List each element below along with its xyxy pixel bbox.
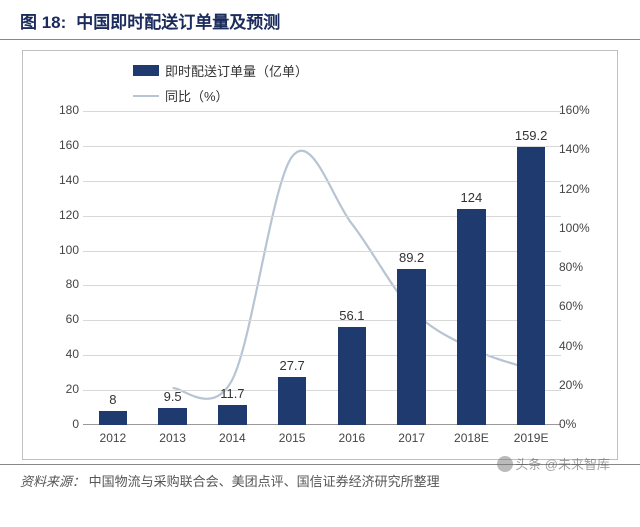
watermark: 头条 @未来智库 bbox=[497, 454, 610, 473]
yoy-line bbox=[83, 111, 561, 425]
y1-tick-label: 40 bbox=[43, 347, 79, 361]
bar-value-label: 11.7 bbox=[220, 386, 244, 401]
y2-tick-label: 100% bbox=[559, 221, 599, 235]
y1-tick-label: 80 bbox=[43, 277, 79, 291]
y2-tick-label: 20% bbox=[559, 378, 599, 392]
bar-value-label: 89.2 bbox=[399, 250, 424, 265]
bar bbox=[218, 405, 247, 425]
bar bbox=[517, 147, 546, 425]
x-tick-label: 2017 bbox=[398, 431, 425, 445]
bar-value-label: 56.1 bbox=[339, 308, 364, 323]
x-tick-label: 2013 bbox=[159, 431, 186, 445]
x-tick-label: 2014 bbox=[219, 431, 246, 445]
watermark-icon bbox=[497, 456, 513, 472]
grid-line bbox=[83, 355, 561, 356]
y1-tick-label: 120 bbox=[43, 208, 79, 222]
x-tick-label: 2016 bbox=[339, 431, 366, 445]
legend-label-line: 同比（%） bbox=[165, 86, 229, 105]
plot-area: 8 9.5 11.7 27.7 56.1 89.2 124 159.2 bbox=[83, 111, 561, 425]
x-tick-label: 2015 bbox=[279, 431, 306, 445]
y1-tick-label: 180 bbox=[43, 103, 79, 117]
grid-line bbox=[83, 285, 561, 286]
y2-tick-label: 0% bbox=[559, 417, 599, 431]
watermark-text: 头条 @未来智库 bbox=[515, 454, 610, 473]
y2-tick-label: 160% bbox=[559, 103, 599, 117]
y1-tick-label: 60 bbox=[43, 312, 79, 326]
grid-line bbox=[83, 390, 561, 391]
y1-tick-label: 20 bbox=[43, 382, 79, 396]
y1-tick-label: 100 bbox=[43, 243, 79, 257]
footer-text: 中国物流与采购联合会、美团点评、国信证券经济研究所整理 bbox=[89, 474, 440, 489]
y2-tick-label: 60% bbox=[559, 299, 599, 313]
y1-tick-label: 160 bbox=[43, 138, 79, 152]
bar bbox=[397, 269, 426, 425]
y2-tick-label: 80% bbox=[559, 260, 599, 274]
x-tick-label: 2012 bbox=[100, 431, 127, 445]
bar bbox=[278, 377, 307, 425]
grid-line bbox=[83, 111, 561, 112]
y2-tick-label: 140% bbox=[559, 142, 599, 156]
legend-item-bar: 即时配送订单量（亿单） bbox=[133, 61, 308, 80]
legend-swatch-line bbox=[133, 95, 159, 97]
x-tick-label: 2019E bbox=[514, 431, 549, 445]
y2-tick-label: 40% bbox=[559, 339, 599, 353]
grid-line bbox=[83, 251, 561, 252]
title-text: 中国即时配送订单量及预测 bbox=[76, 8, 280, 33]
footer-label: 资料来源： bbox=[20, 474, 85, 489]
legend-item-line: 同比（%） bbox=[133, 86, 308, 105]
bar-value-label: 124 bbox=[461, 190, 483, 205]
bar-value-label: 8 bbox=[109, 392, 116, 407]
bar bbox=[338, 327, 367, 425]
legend: 即时配送订单量（亿单） 同比（%） bbox=[133, 61, 308, 105]
grid-line bbox=[83, 320, 561, 321]
bar-value-label: 9.5 bbox=[164, 389, 182, 404]
chart-container: 即时配送订单量（亿单） 同比（%） 8 9.5 11.7 27.7 56.1 89.2 12… bbox=[0, 40, 640, 464]
x-tick-label: 2018E bbox=[454, 431, 489, 445]
bar bbox=[457, 209, 486, 425]
chart-border: 即时配送订单量（亿单） 同比（%） 8 9.5 11.7 27.7 56.1 89.2 12… bbox=[22, 50, 618, 460]
grid-line bbox=[83, 181, 561, 182]
bar bbox=[99, 411, 128, 425]
chart-title-row: 图 18: 中国即时配送订单量及预测 bbox=[0, 0, 640, 40]
grid-line bbox=[83, 146, 561, 147]
legend-swatch-bar bbox=[133, 65, 159, 76]
bar-value-label: 27.7 bbox=[279, 358, 304, 373]
y1-tick-label: 140 bbox=[43, 173, 79, 187]
legend-label-bar: 即时配送订单量（亿单） bbox=[165, 61, 308, 80]
title-prefix: 图 18: bbox=[20, 8, 66, 33]
y1-tick-label: 0 bbox=[43, 417, 79, 431]
y2-tick-label: 120% bbox=[559, 182, 599, 196]
bar bbox=[158, 408, 187, 425]
bar-value-label: 159.2 bbox=[515, 128, 548, 143]
grid-line bbox=[83, 216, 561, 217]
